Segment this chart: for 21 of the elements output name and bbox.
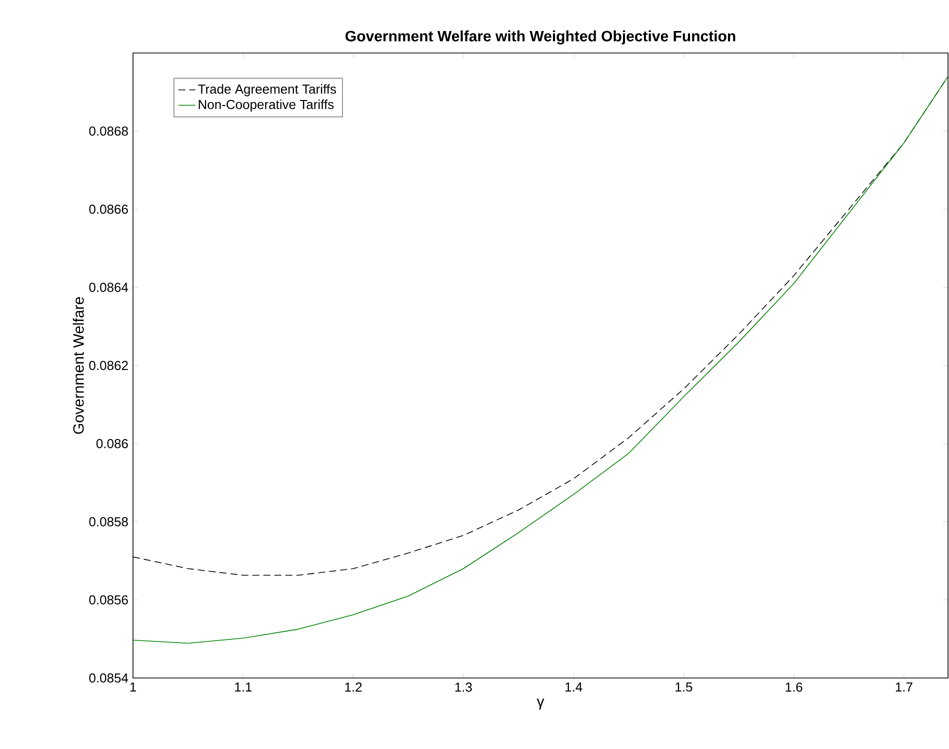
chart-title: Government Welfare with Weighted Objective Function	[346, 30, 736, 44]
legend-label: Non-Cooperative Tariffs	[198, 100, 334, 112]
y-tick-label: 0.086	[96, 439, 128, 448]
x-tick-label: 1.7	[896, 682, 912, 692]
x-tick-label: 1.2	[345, 682, 362, 692]
y-tick-label: 0.0858	[89, 517, 128, 526]
y-tick-label: 0.0862	[89, 360, 128, 370]
x-tick-label: 1.5	[676, 682, 692, 692]
x-tick-label: 1.3	[455, 682, 472, 692]
x-tick-label: 1.6	[786, 682, 802, 692]
y-tick-label: 0.0854	[89, 673, 128, 683]
x-axis-title: γ	[536, 698, 544, 710]
legend-label: Trade Agreement Tariffs	[198, 84, 336, 96]
y-tick-label: 0.0864	[89, 282, 128, 292]
y-tick-label: 0.0866	[89, 204, 128, 214]
x-tick-label: 1	[130, 682, 136, 692]
y-tick-label: 0.0856	[89, 595, 128, 604]
y-tick-label: 0.0868	[89, 126, 128, 136]
x-tick-label: 1.4	[565, 682, 582, 692]
y-axis-title: Government Welfare	[72, 297, 84, 434]
x-tick-label: 1.1	[235, 682, 252, 692]
